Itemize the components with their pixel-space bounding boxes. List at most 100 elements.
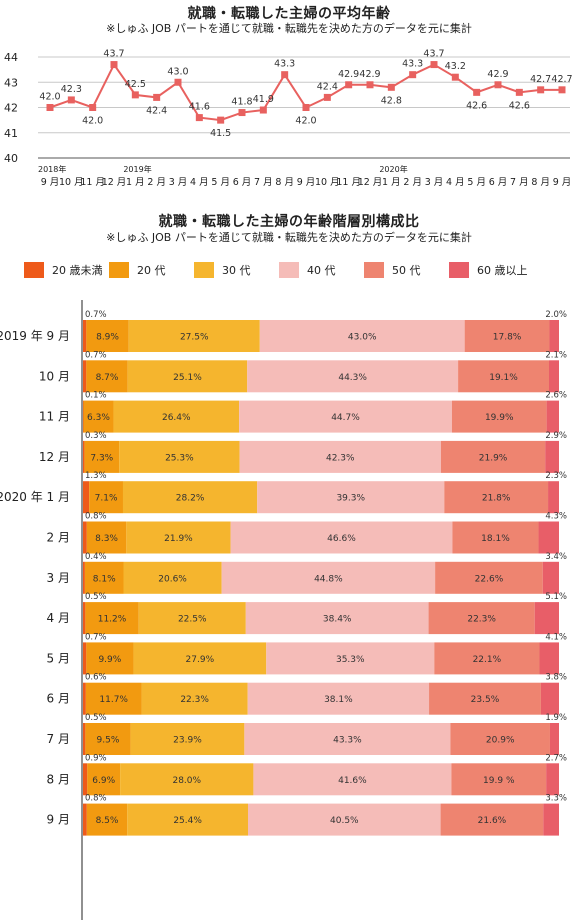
- x-tick-label: 9 月: [553, 177, 572, 188]
- bar-chart-title: 就職・転職した主婦の年齢階層別構成比: [158, 214, 420, 230]
- category-label: 2 月: [47, 531, 70, 545]
- x-tick-label: 2 月: [147, 177, 166, 188]
- data-value-label: 43.2: [445, 61, 466, 72]
- bar-segment: [86, 320, 129, 352]
- x-tick-label: 10 月: [315, 177, 340, 188]
- segment-value-label: 2.1%: [545, 350, 567, 360]
- bar-segment: [458, 360, 550, 393]
- category-label: 9 月: [47, 813, 70, 827]
- bar-segment: [435, 561, 543, 594]
- bar-segment: [86, 521, 127, 554]
- data-point-marker: [451, 73, 459, 81]
- line-chart-subtitle: ※しゅふ JOB パートを通じて就職・転職先を決めた方のデータを元に集計: [106, 22, 472, 35]
- data-value-label: 42.5: [125, 79, 146, 90]
- x-tick-label: 11 月: [336, 177, 361, 188]
- segment-value-label: 42.3%: [326, 453, 355, 463]
- bar-segment: [89, 481, 123, 514]
- bar-segment: [546, 763, 559, 796]
- bar-segment: [84, 440, 120, 473]
- x-tick-label: 5 月: [467, 177, 486, 188]
- y-tick-label: 43: [4, 76, 18, 89]
- legend-swatch: [194, 262, 214, 278]
- data-value-label: 42.0: [39, 92, 60, 103]
- bar-segment: [451, 763, 547, 796]
- data-point-marker: [217, 116, 225, 124]
- data-point-marker: [195, 114, 203, 122]
- bar-segment: [86, 642, 134, 675]
- bar-segment: [84, 561, 124, 594]
- bar-segment: [85, 602, 139, 635]
- bar-segment: [546, 400, 559, 433]
- x-tick-label: 3 月: [425, 177, 444, 188]
- data-point-marker: [281, 71, 289, 79]
- line-chart: 404142434442.042.342.043.742.542.443.041…: [4, 49, 573, 188]
- segment-value-label: 9.5%: [97, 736, 120, 746]
- segment-value-label: 0.1%: [85, 391, 107, 401]
- bar-segment: [138, 602, 246, 635]
- segment-value-label: 0.3%: [85, 431, 107, 441]
- legend-label: 30 代: [222, 264, 251, 277]
- bar-segment: [86, 803, 128, 836]
- segment-value-label: 44.3%: [338, 373, 367, 383]
- segment-value-label: 3.8%: [545, 673, 567, 683]
- category-label: 6 月: [47, 692, 70, 706]
- data-point-marker: [323, 93, 331, 101]
- x-tick-label: 4 月: [446, 177, 465, 188]
- legend-label: 20 歳未満: [52, 264, 103, 277]
- bar-segment: [440, 440, 546, 473]
- data-value-label: 42.9: [338, 69, 359, 80]
- segment-value-label: 28.2%: [176, 494, 205, 504]
- data-point-marker: [409, 71, 417, 79]
- bar-segment: [245, 602, 429, 635]
- segment-value-label: 21.9%: [479, 453, 508, 463]
- bar-segment: [247, 682, 430, 715]
- bar-segment: [464, 320, 550, 352]
- data-value-label: 43.0: [167, 66, 188, 77]
- bar-segment: [126, 521, 231, 554]
- bar-segment: [85, 682, 142, 715]
- bar-segment: [128, 320, 260, 352]
- segment-value-label: 1.9%: [545, 713, 567, 723]
- segment-value-label: 22.3%: [180, 695, 209, 705]
- segment-value-label: 26.4%: [162, 413, 191, 423]
- bar-segment: [127, 803, 249, 836]
- segment-value-label: 22.3%: [467, 615, 496, 625]
- data-point-marker: [110, 61, 118, 69]
- category-label: 10 月: [39, 369, 70, 383]
- bar-segment: [83, 682, 86, 715]
- bar-segment: [259, 320, 465, 352]
- x-tick-label: 9 月: [297, 177, 316, 188]
- segment-value-label: 20.9%: [486, 736, 515, 746]
- bar-segment: [83, 320, 87, 352]
- bar-segment: [450, 723, 550, 755]
- segment-value-label: 27.5%: [180, 333, 209, 343]
- segment-value-label: 38.1%: [324, 695, 353, 705]
- bar-segment: [543, 803, 559, 836]
- segment-value-label: 18.1%: [481, 534, 510, 544]
- segment-value-label: 7.3%: [90, 453, 113, 463]
- bar-segment: [230, 521, 453, 554]
- segment-value-label: 2.9%: [545, 431, 567, 441]
- bar-segment: [549, 320, 559, 352]
- data-value-label: 42.0: [82, 116, 103, 127]
- bar-segment: [247, 360, 459, 393]
- bar-segment: [549, 360, 559, 393]
- category-label: 7 月: [47, 732, 70, 746]
- bar-segment: [548, 481, 559, 514]
- segment-value-label: 2.7%: [545, 753, 567, 763]
- bar-segment: [434, 642, 540, 675]
- segment-value-label: 41.6%: [338, 776, 367, 786]
- x-tick-label: 11 月: [80, 177, 105, 188]
- bar-segment: [83, 723, 86, 755]
- data-point-marker: [46, 104, 54, 111]
- data-value-label: 42.7: [551, 74, 572, 85]
- data-point-marker: [430, 61, 438, 69]
- x-tick-label: 8 月: [531, 177, 550, 188]
- data-point-marker: [174, 78, 182, 86]
- segment-value-label: 25.1%: [173, 373, 202, 383]
- bar-segment: [239, 440, 441, 473]
- bar-segment: [83, 642, 87, 675]
- data-value-label: 42.6: [509, 100, 530, 111]
- segment-value-label: 8.1%: [93, 574, 116, 584]
- segment-value-label: 23.5%: [471, 695, 500, 705]
